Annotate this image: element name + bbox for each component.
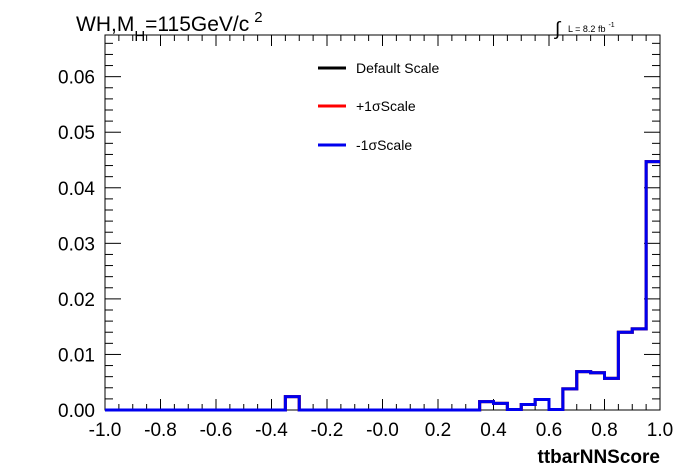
plot-frame bbox=[104, 34, 661, 411]
x-axis-title: ttbarNNScore bbox=[538, 447, 660, 468]
x-tick-label: 1.0 bbox=[647, 420, 673, 441]
series-layer bbox=[105, 160, 660, 412]
y-tick-label: 0.04 bbox=[58, 179, 95, 200]
x-tick-label: -0.2 bbox=[311, 420, 344, 441]
chart-title-superscript: 2 bbox=[254, 9, 262, 26]
legend-label-2: -1σScale bbox=[356, 137, 412, 153]
x-tick-label: -0.8 bbox=[144, 420, 177, 441]
x-tick-label: -0.4 bbox=[255, 420, 288, 441]
legend-label-0: Default Scale bbox=[356, 60, 439, 76]
x-tick-label: -0.6 bbox=[200, 420, 233, 441]
y-tick-label: 0.01 bbox=[58, 345, 95, 366]
chart-title-main: WH,M bbox=[76, 13, 134, 36]
x-tick-label: 0.4 bbox=[480, 420, 507, 441]
lumi-superscript: -1 bbox=[608, 22, 614, 29]
lumi-text: L = 8.2 fb bbox=[568, 24, 605, 34]
series-line-2 bbox=[105, 160, 660, 412]
lumi-label: L = 8.2 fb -1 bbox=[568, 22, 615, 34]
axes-layer: -1.0 -0.8 -0.6 -0.4 -0.2 -0.0 0.2 0.4 0.6 0.8 1.0 0… bbox=[58, 35, 673, 441]
x-tick-label: 0.6 bbox=[536, 420, 562, 441]
chart-title: WH,MH=115GeV/c 2 bbox=[76, 9, 263, 45]
legend: Default Scale +1σScale -1σScale bbox=[318, 60, 439, 153]
x-tick-label: -0.0 bbox=[366, 420, 399, 441]
chart-title-rest: =115GeV/c bbox=[145, 13, 249, 36]
x-tick-label: 0.2 bbox=[425, 420, 451, 441]
y-tick-label: 0.00 bbox=[58, 401, 95, 422]
chart-title-subscript: H bbox=[134, 28, 145, 45]
y-tick-label: 0.06 bbox=[58, 68, 95, 89]
legend-label-1: +1σScale bbox=[356, 98, 416, 114]
y-tick-label: 0.02 bbox=[58, 290, 95, 311]
y-tick-label: 0.03 bbox=[58, 234, 95, 255]
x-tick-label: -1.0 bbox=[89, 420, 122, 441]
y-tick-label: 0.05 bbox=[58, 123, 95, 144]
x-tick-label: 0.8 bbox=[591, 420, 617, 441]
lumi-integral-symbol: ∫ bbox=[554, 19, 562, 40]
